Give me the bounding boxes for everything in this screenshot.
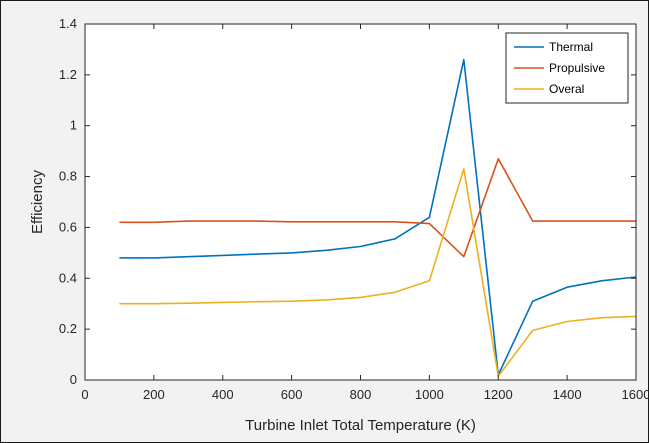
y-tick-label: 0 [70, 372, 77, 387]
y-tick-label: 1 [70, 118, 77, 133]
x-tick-label: 600 [281, 387, 303, 402]
legend-label: Overal [549, 82, 584, 96]
series-layer [119, 58, 637, 378]
y-tick-label: 1.4 [59, 16, 77, 31]
legend-label: Thermal [549, 40, 593, 54]
legend: Thermal Propulsive Overal [505, 32, 629, 104]
axes-layer: 0 200 400 600 800 1000 1200 1400 1600 0 0.2 0.4 0.6 0… [59, 16, 649, 402]
y-tick-label: 0.8 [59, 169, 77, 184]
legend-label: Propulsive [549, 61, 605, 75]
y-tick-label: 0.6 [59, 219, 77, 234]
x-tick-label: 1600 [622, 387, 649, 402]
x-tick-label: 800 [350, 387, 372, 402]
y-tick-label: 1.2 [59, 67, 77, 82]
y-tick-label: 0.2 [59, 321, 77, 336]
y-tick-label: 0.4 [59, 270, 77, 285]
x-tick-label: 400 [212, 387, 234, 402]
series-line-propulsive [119, 158, 636, 258]
x-tick-label: 1000 [415, 387, 444, 402]
x-axis-label: Turbine Inlet Total Temperature (K) [245, 417, 476, 434]
series-line-overal [119, 168, 637, 378]
x-tick-label: 1400 [553, 387, 582, 402]
x-tick-label: 0 [81, 387, 88, 402]
series-line-thermal [119, 58, 637, 376]
x-tick-label: 1200 [484, 387, 513, 402]
y-axis-label: Efficiency [29, 170, 46, 234]
x-tick-label: 200 [143, 387, 165, 402]
